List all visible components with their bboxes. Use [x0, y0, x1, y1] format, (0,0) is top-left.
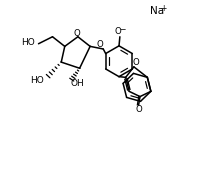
Text: Na: Na — [150, 6, 164, 16]
Text: +: + — [160, 4, 167, 13]
Text: O: O — [135, 105, 142, 114]
Text: −: − — [119, 25, 126, 34]
Text: O: O — [133, 58, 139, 67]
Text: O: O — [97, 40, 104, 49]
Text: O: O — [74, 29, 80, 38]
Text: HO: HO — [30, 76, 44, 85]
Text: OH: OH — [70, 79, 84, 89]
Text: HO: HO — [21, 38, 35, 47]
Text: O: O — [115, 27, 122, 36]
